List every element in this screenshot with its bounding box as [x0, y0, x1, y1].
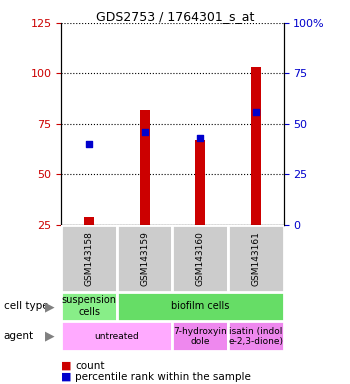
Bar — [172, 321, 228, 351]
Bar — [251, 68, 261, 225]
Text: isatin (indol
e-2,3-dione): isatin (indol e-2,3-dione) — [228, 327, 283, 346]
Text: suspension
cells: suspension cells — [62, 295, 117, 317]
Bar — [140, 110, 149, 225]
Point — [253, 109, 259, 115]
Bar — [172, 225, 228, 292]
Bar — [61, 292, 117, 321]
Point — [86, 141, 92, 147]
Text: GSM143161: GSM143161 — [251, 231, 260, 286]
Text: ▶: ▶ — [45, 300, 54, 313]
Text: biofilm cells: biofilm cells — [171, 301, 229, 311]
Bar — [61, 225, 117, 292]
Text: ▶: ▶ — [45, 330, 54, 343]
Text: GSM143160: GSM143160 — [196, 231, 205, 286]
Bar — [117, 225, 172, 292]
Text: agent: agent — [4, 331, 34, 341]
Bar — [84, 217, 94, 225]
Bar — [61, 321, 172, 351]
Text: ■: ■ — [61, 361, 72, 371]
Bar — [117, 292, 284, 321]
Bar — [195, 140, 205, 225]
Text: count: count — [75, 361, 105, 371]
Text: untreated: untreated — [94, 332, 139, 341]
Point — [197, 135, 203, 141]
Text: GDS2753 / 1764301_s_at: GDS2753 / 1764301_s_at — [96, 10, 254, 23]
Bar — [228, 225, 284, 292]
Point — [142, 129, 147, 135]
Bar — [228, 321, 284, 351]
Text: ■: ■ — [61, 372, 72, 382]
Text: GSM143159: GSM143159 — [140, 231, 149, 286]
Text: GSM143158: GSM143158 — [85, 231, 93, 286]
Text: 7-hydroxyin
dole: 7-hydroxyin dole — [173, 327, 227, 346]
Text: percentile rank within the sample: percentile rank within the sample — [75, 372, 251, 382]
Text: cell type: cell type — [4, 301, 48, 311]
